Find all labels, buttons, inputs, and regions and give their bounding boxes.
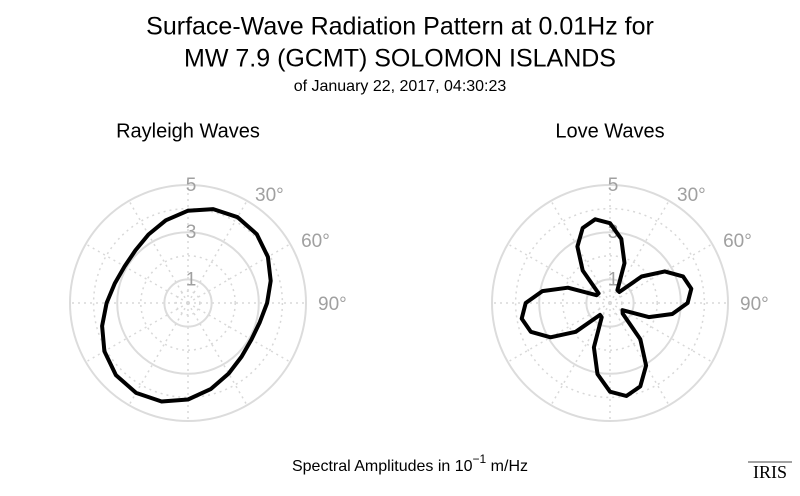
- grid-circle: [538, 231, 682, 375]
- spoke: [187, 243, 291, 304]
- spoke: [128, 302, 189, 406]
- theta-tick-label: 90°: [740, 294, 769, 315]
- subtitle: of January 22, 2017, 04:30:23: [294, 78, 507, 95]
- minor-grid-circle: [597, 290, 623, 316]
- r-tick-label: 5: [608, 175, 619, 196]
- theta-tick-label: 30°: [255, 185, 284, 206]
- spoke: [550, 200, 611, 304]
- footer-exponent: −1: [473, 452, 487, 466]
- grid-circle: [116, 231, 260, 375]
- spoke: [85, 243, 189, 304]
- spoke: [187, 302, 291, 363]
- spoke: [85, 302, 189, 363]
- logo: IRIS: [753, 462, 787, 482]
- minor-grid-circle: [175, 290, 201, 316]
- spoke: [507, 302, 611, 363]
- pattern-line: [100, 207, 273, 404]
- minor-grid-circle: [514, 207, 706, 399]
- r-tick-label: 3: [186, 222, 197, 243]
- spoke: [187, 302, 248, 406]
- footer-prefix: Spectral Amplitudes in 10: [292, 458, 473, 475]
- grid-circle: [69, 184, 307, 422]
- spoke: [609, 302, 670, 406]
- footer-suffix: m/Hz: [486, 458, 528, 475]
- title-line: Surface-Wave Radiation Pattern at 0.01Hz…: [146, 13, 654, 41]
- grid-circle: [491, 184, 729, 422]
- r-tick-label: 3: [608, 222, 619, 243]
- subplot-title: Rayleigh Waves: [116, 120, 260, 142]
- theta-tick-label: 60°: [723, 231, 752, 252]
- r-tick-label: 1: [608, 269, 619, 290]
- r-tick-label: 5: [186, 175, 197, 196]
- footer: Spectral Amplitudes in 10−1 m/Hz: [292, 452, 528, 475]
- spoke: [609, 243, 713, 304]
- theta-tick-label: 30°: [677, 185, 706, 206]
- minor-grid-circle: [140, 255, 236, 351]
- grid-circle: [585, 278, 635, 328]
- grid-circle: [163, 278, 213, 328]
- minor-grid-circle: [562, 255, 658, 351]
- spoke: [187, 200, 248, 304]
- theta-tick-label: 60°: [301, 231, 330, 252]
- minor-grid-circle: [92, 207, 284, 399]
- spoke: [128, 200, 189, 304]
- r-tick-label: 1: [186, 269, 197, 290]
- title-line: MW 7.9 (GCMT) SOLOMON ISLANDS: [184, 45, 616, 73]
- subplot-title: Love Waves: [555, 120, 664, 142]
- pattern-line: [519, 217, 694, 398]
- theta-tick-label: 90°: [318, 294, 347, 315]
